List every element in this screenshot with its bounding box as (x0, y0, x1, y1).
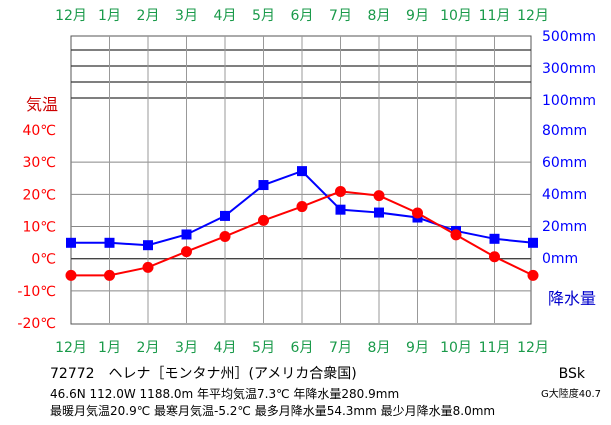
continentality-index: G大陸度40.7 (541, 387, 601, 400)
top-month-label: 12月 (55, 8, 87, 24)
top-month-label: 1月 (98, 8, 121, 24)
temperature-tick-label: 0℃ (31, 252, 56, 268)
temperature-point (450, 229, 462, 241)
bottom-month-labels: 12月 1月 2月 3月 4月 5月 6月 7月 8月 9月 10月 11月 12月 (55, 340, 549, 356)
top-month-labels: 12月 1月 2月 3月 4月 5月 6月 7月 8月 9月 10月 11月 12月 (55, 8, 549, 24)
precipitation-point (181, 229, 192, 240)
top-month-label: 3月 (175, 8, 198, 24)
plot-frame (70, 35, 532, 325)
temperature-point (527, 269, 539, 281)
climate-code: BSk (559, 366, 586, 382)
bottom-month-label: 4月 (214, 340, 237, 356)
temperature-tick-label: -10℃ (17, 284, 56, 300)
top-month-label: 2月 (137, 8, 160, 24)
top-month-label: 7月 (329, 8, 352, 24)
precipitation-point (258, 180, 269, 191)
precipitation-point (489, 233, 500, 244)
temperature-point (65, 269, 77, 281)
precipitation-tick-labels: 500mm 300mm 100mm 80mm 60mm 40mm 20mm 0mm (542, 29, 596, 267)
precipitation-tick-label: 60mm (542, 155, 587, 171)
precipitation-point (104, 237, 115, 248)
top-month-label: 6月 (291, 8, 314, 24)
precipitation-tick-label: 100mm (542, 93, 596, 109)
temperature-point (142, 261, 154, 273)
temperature-axis-label: 気温 (26, 95, 58, 114)
bottom-month-label: 6月 (291, 340, 314, 356)
top-month-label: 12月 (517, 8, 549, 24)
temperature-point (489, 251, 500, 263)
precipitation-point (374, 207, 384, 218)
temperature-tick-label: 30℃ (22, 155, 56, 171)
top-month-label: 4月 (214, 8, 237, 24)
precipitation-tick-label: 80mm (542, 123, 587, 139)
top-month-label: 11月 (479, 8, 511, 24)
temperature-point (373, 190, 385, 202)
temperature-tick-label: 10℃ (22, 220, 56, 236)
temperature-tick-label: 40℃ (22, 123, 56, 139)
temperature-tick-labels: 40℃ 30℃ 20℃ 10℃ 0℃ -10℃ -20℃ (17, 123, 56, 332)
temperature-point (258, 214, 269, 226)
temperature-point (219, 230, 231, 242)
temperature-point (104, 269, 115, 281)
precipitation-point (143, 240, 153, 251)
station-info-line2: 最暖月気温20.9℃ 最寒月気温-5.2℃ 最多月降水量54.3mm 最少月降水… (50, 403, 495, 418)
precipitation-point (66, 237, 76, 248)
bottom-month-label: 1月 (98, 340, 121, 356)
precipitation-point (297, 166, 307, 177)
top-month-label: 5月 (252, 8, 275, 24)
series-layer (65, 166, 539, 281)
bottom-month-label: 10月 (440, 340, 472, 356)
top-month-label: 9月 (406, 8, 429, 24)
precipitation-tick-label: 0mm (542, 251, 578, 267)
grid-lines (71, 36, 531, 323)
temperature-point (335, 185, 346, 197)
bottom-month-label: 5月 (252, 340, 275, 356)
bottom-month-label: 2月 (137, 340, 160, 356)
precipitation-point (528, 237, 538, 248)
bottom-month-label: 11月 (479, 340, 511, 356)
precipitation-point (335, 204, 346, 215)
temperature-tick-label: 20℃ (22, 187, 56, 203)
bottom-month-label: 12月 (517, 340, 549, 356)
top-month-label: 8月 (368, 8, 391, 24)
precipitation-point (220, 210, 230, 221)
bottom-month-label: 7月 (329, 340, 352, 356)
bottom-month-label: 12月 (55, 340, 87, 356)
precipitation-axis-label: 降水量 (548, 289, 596, 308)
temperature-point (412, 207, 423, 219)
precipitation-tick-label: 40mm (542, 187, 587, 203)
station-info-line1: 46.6N 112.0W 1188.0m 年平均気温7.3℃ 年降水量280.9… (50, 386, 399, 401)
temperature-point (181, 246, 192, 258)
bottom-month-label: 8月 (368, 340, 391, 356)
precipitation-tick-label: 500mm (542, 29, 596, 45)
bottom-month-label: 9月 (406, 340, 429, 356)
precipitation-tick-label: 300mm (542, 61, 596, 77)
top-month-label: 10月 (440, 8, 472, 24)
temperature-point (296, 201, 308, 213)
station-title: 72772 ヘレナ［モンタナ州］(アメリカ合衆国) (50, 366, 357, 382)
bottom-month-label: 3月 (175, 340, 198, 356)
temperature-tick-label: -20℃ (17, 316, 56, 332)
precipitation-tick-label: 20mm (542, 219, 587, 235)
